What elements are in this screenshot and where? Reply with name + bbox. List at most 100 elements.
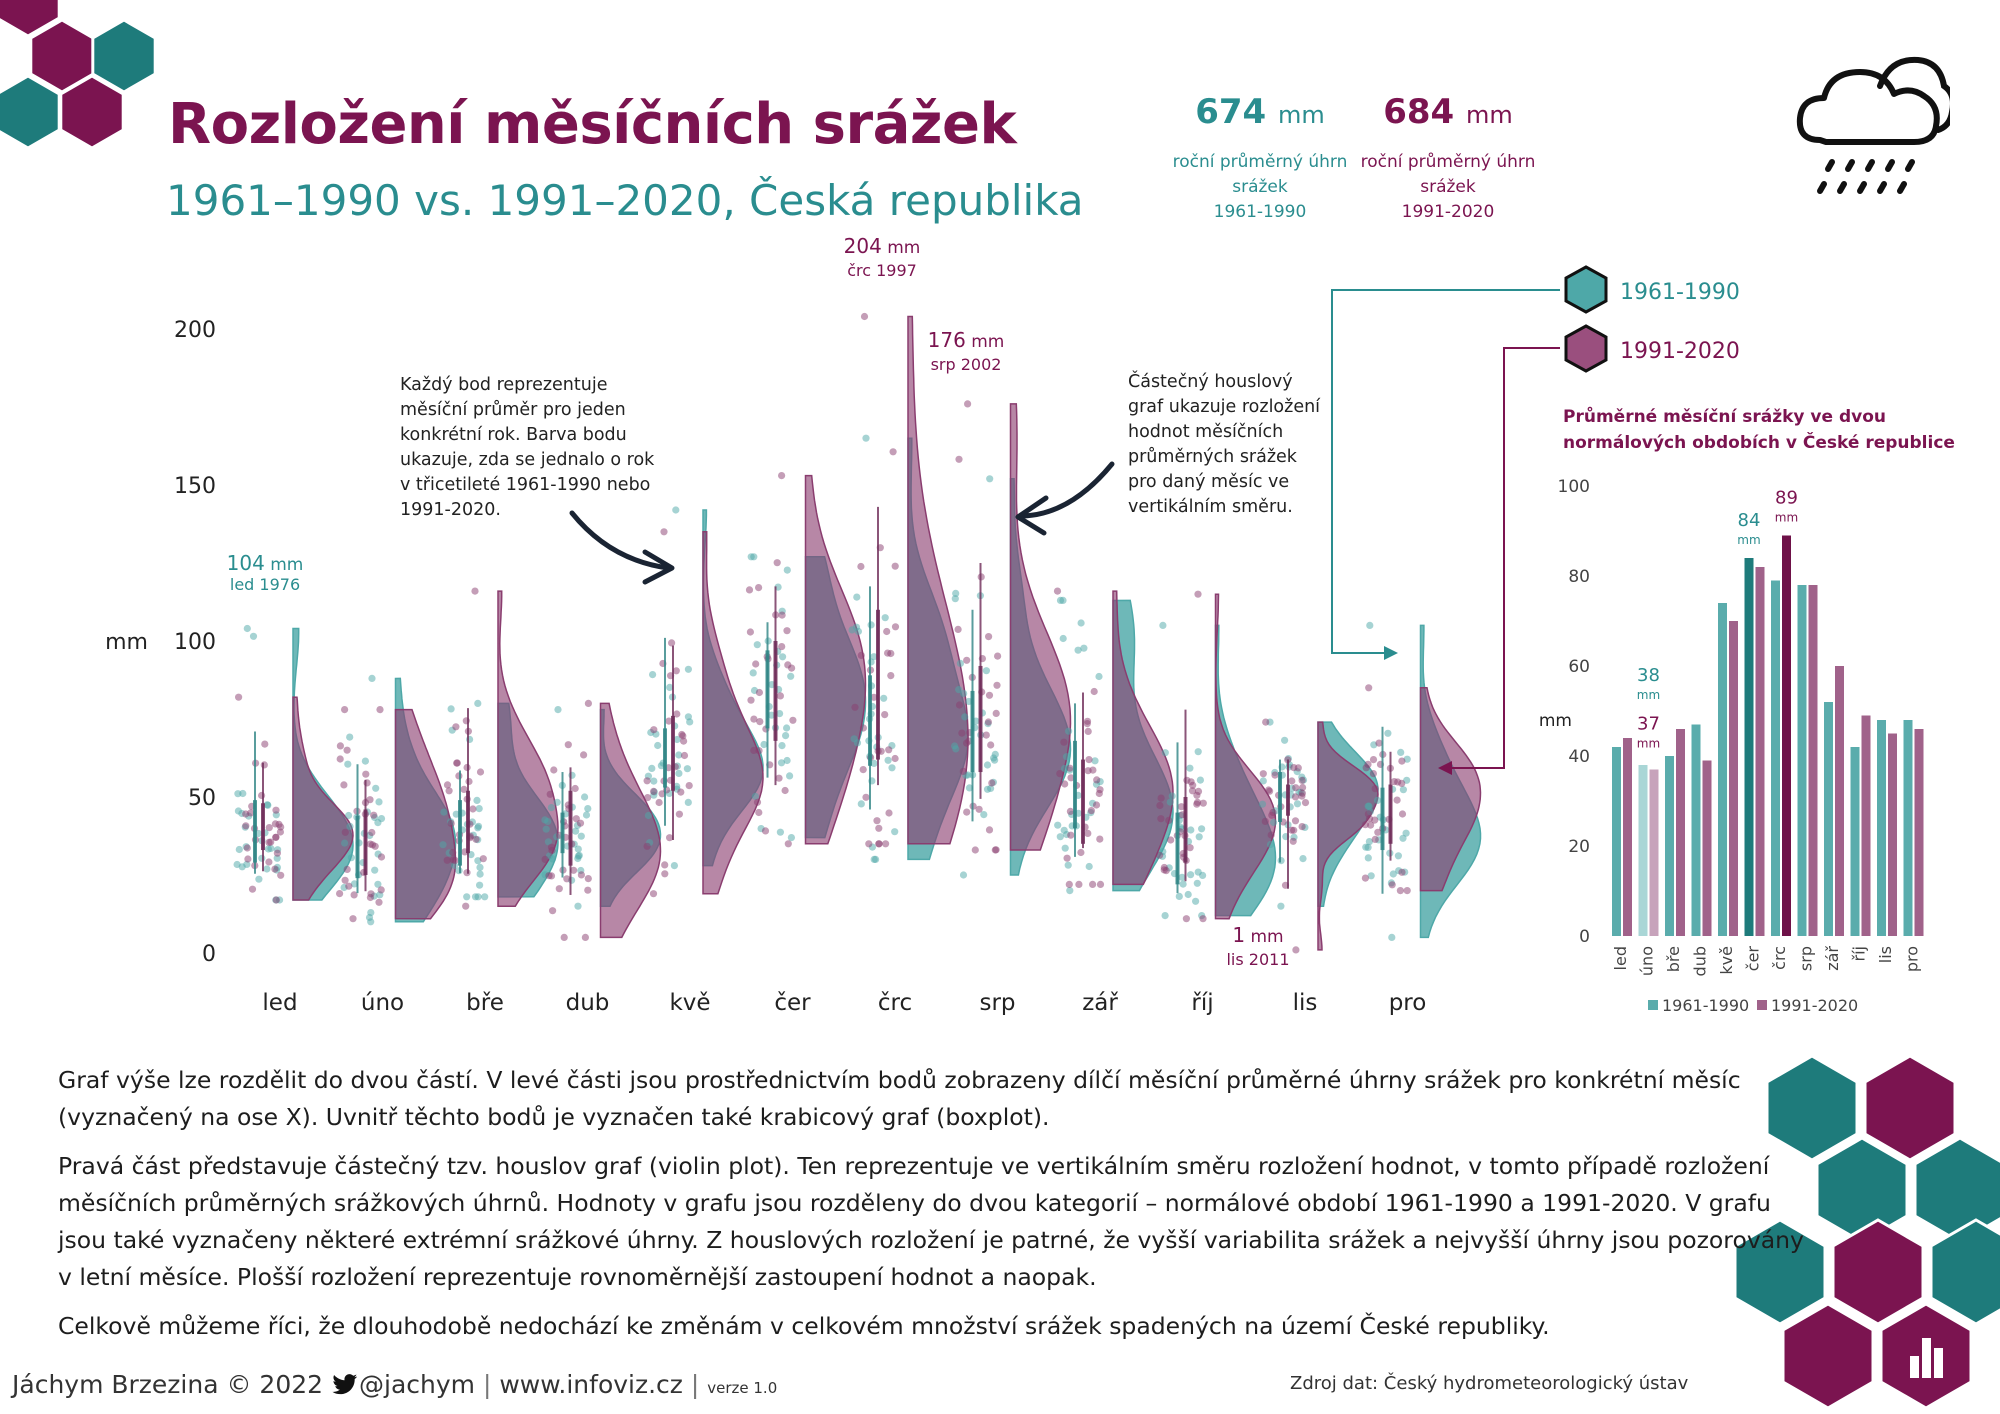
data-point xyxy=(1374,828,1382,836)
data-point xyxy=(675,751,683,759)
data-point xyxy=(1393,796,1401,804)
note-line: měsíční průměr pro jeden xyxy=(400,400,626,420)
violin-1991-2020 xyxy=(599,702,662,939)
data-point xyxy=(885,746,893,754)
data-point xyxy=(1292,946,1300,954)
month-group-9 xyxy=(1053,587,1174,895)
data-point xyxy=(447,819,455,828)
data-point xyxy=(1281,736,1289,744)
extreme-unit: mm xyxy=(882,238,921,258)
data-point xyxy=(472,835,480,843)
data-point xyxy=(272,833,280,841)
data-point xyxy=(462,902,470,910)
data-point xyxy=(1066,764,1074,772)
note-line: Každý bod reprezentuje xyxy=(400,375,607,395)
extreme-value: 1 mm xyxy=(1232,923,1283,947)
icon-bar xyxy=(1910,1356,1919,1378)
data-point xyxy=(476,768,485,776)
data-point xyxy=(581,793,589,801)
data-point xyxy=(371,866,379,874)
bar-chart: 0 20 40 60 80 100 mm led úno bře dub kvě čer črc srp zá… xyxy=(1540,477,1924,1015)
data-point xyxy=(852,623,861,631)
data-point xyxy=(449,848,457,857)
author: Jáchym Brzezina © 2022 xyxy=(12,1370,324,1399)
boxplot-box xyxy=(978,665,983,773)
data-point xyxy=(1059,634,1067,643)
extreme-value: 104 mm xyxy=(227,551,304,575)
data-point xyxy=(544,838,553,846)
data-point xyxy=(235,693,243,701)
data-point xyxy=(271,865,279,873)
y-tick-label: 150 xyxy=(174,474,216,499)
data-point xyxy=(749,669,757,677)
data-point xyxy=(577,871,586,879)
data-point xyxy=(1268,811,1276,819)
data-point xyxy=(554,706,562,714)
boxplot-box xyxy=(1380,787,1385,851)
data-point xyxy=(975,805,983,813)
data-point xyxy=(680,737,688,745)
data-point xyxy=(377,886,385,894)
website-link[interactable]: www.infoviz.cz xyxy=(499,1370,683,1399)
data-point xyxy=(952,589,960,597)
data-point xyxy=(479,855,487,863)
bar-data-unit: mm xyxy=(1775,511,1798,525)
data-point xyxy=(686,718,694,726)
bar-1991-2020 xyxy=(1861,715,1871,936)
data-point xyxy=(445,787,453,795)
x-tick-label: bře xyxy=(466,990,504,1016)
data-point xyxy=(474,699,482,707)
data-point xyxy=(665,717,673,725)
extreme-unit: mm xyxy=(966,332,1005,352)
bar-1991-2020 xyxy=(1755,567,1765,936)
data-point xyxy=(344,760,352,768)
data-point xyxy=(452,723,460,731)
stat-1991-2020: 684 mm roční průměrný úhrn srážek 1991-2… xyxy=(1348,92,1548,225)
data-point xyxy=(350,891,358,899)
data-point xyxy=(1091,757,1099,765)
data-point xyxy=(1157,794,1165,802)
data-point xyxy=(443,856,451,864)
data-point xyxy=(577,832,585,840)
data-point xyxy=(571,784,579,793)
data-point xyxy=(1288,777,1296,785)
data-point xyxy=(1292,784,1300,792)
data-point xyxy=(581,933,590,942)
data-point xyxy=(1259,770,1267,778)
data-point xyxy=(474,857,482,865)
data-point xyxy=(1067,774,1075,782)
data-point xyxy=(778,611,786,619)
data-point xyxy=(777,759,786,767)
data-point xyxy=(1199,799,1207,807)
description-text: Graf výše lze rozdělit do dvou částí. V … xyxy=(58,1062,1818,1357)
stat-1961-1990: 674 mm roční průměrný úhrn srážek 1961-1… xyxy=(1160,92,1360,225)
data-point xyxy=(857,562,865,571)
data-point xyxy=(779,653,787,661)
stat-label-line: srážek xyxy=(1420,177,1476,197)
data-source: Zdroj dat: Český hydrometeorologický úst… xyxy=(1290,1373,1689,1394)
boxplot-box xyxy=(1278,772,1282,822)
twitter-handle[interactable]: @jachym xyxy=(359,1370,476,1399)
data-point xyxy=(242,822,250,830)
data-point xyxy=(684,798,692,807)
data-point xyxy=(1192,897,1200,905)
violin-1991-2020 xyxy=(292,696,354,901)
data-point xyxy=(366,893,374,902)
extreme-unit: mm xyxy=(265,555,304,575)
data-point xyxy=(675,810,684,818)
violin-1991-2020 xyxy=(1419,687,1482,892)
data-point xyxy=(955,701,964,709)
boxplot-box xyxy=(261,803,265,851)
data-point xyxy=(1066,807,1074,816)
data-point xyxy=(248,885,257,893)
icon-bar xyxy=(1922,1338,1931,1378)
data-point xyxy=(1168,792,1176,800)
data-point xyxy=(341,706,349,714)
data-point xyxy=(1188,787,1197,795)
violin-1991-2020 xyxy=(1009,403,1072,851)
data-point xyxy=(891,828,899,836)
data-point xyxy=(683,765,692,773)
data-point xyxy=(374,819,382,827)
data-point xyxy=(964,400,972,408)
paragraph: Celkově můžeme říci, že dlouhodobě nedoc… xyxy=(58,1312,1550,1340)
